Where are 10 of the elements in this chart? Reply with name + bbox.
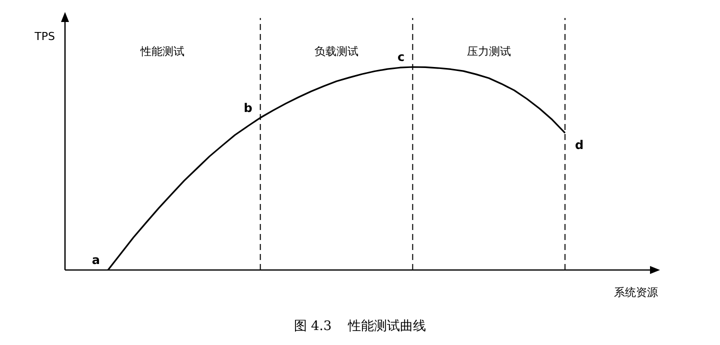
text: 压力测试 <box>466 45 511 58</box>
y-axis-title: TPS <box>34 30 56 43</box>
caption: 图 4.3 性能测试曲线 <box>294 319 426 334</box>
text: 负载测试 <box>314 45 358 58</box>
text: a <box>92 253 100 267</box>
x-axis-title: 系统资源 <box>614 286 658 299</box>
text: d <box>575 138 584 152</box>
annotation: b <box>244 100 253 115</box>
text: c <box>398 50 405 64</box>
text: 性能测试 <box>140 45 185 58</box>
